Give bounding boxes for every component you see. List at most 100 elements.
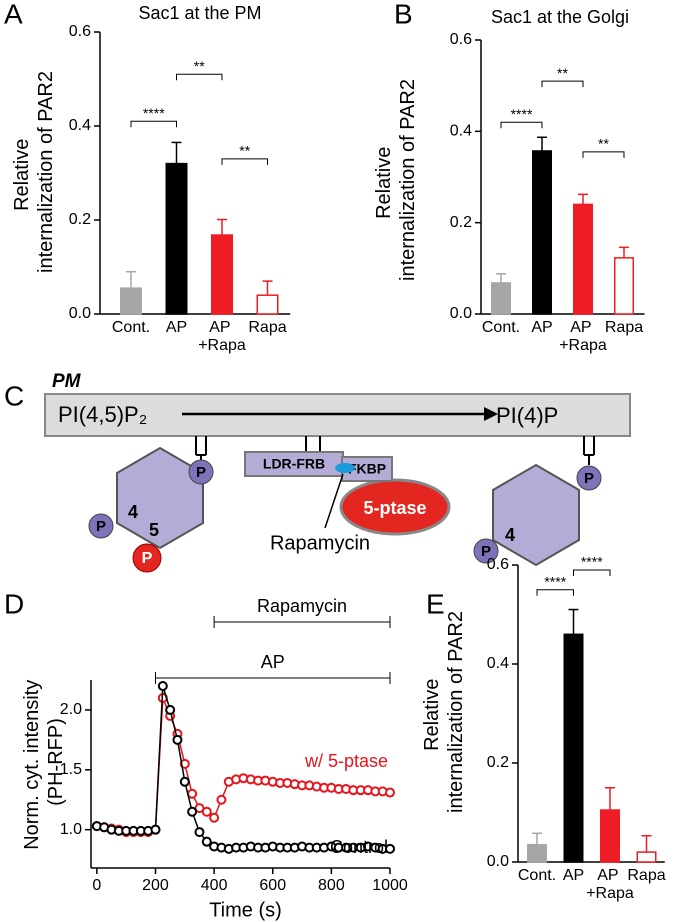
bar [165,162,188,315]
fkbp-label: FKBP [348,461,386,477]
x-tick-label: 1000 [372,877,408,894]
series-label: w/ 5-ptase [304,751,388,771]
x-tick-label: Cont. [518,867,556,884]
phosphate [576,465,602,491]
bar [211,234,233,315]
x-tick-label: 600 [259,877,286,894]
y-tick-label: 1.5 [60,761,82,778]
chart-title: Sac1 at the PM [138,3,261,23]
panel-label: A [4,0,23,29]
drug-label: Rapamycin [270,532,370,554]
significance-label: **** [581,554,603,570]
data-point [187,806,198,817]
x-tick-label: AP [563,867,584,884]
significance-bracket [221,158,268,165]
bar [256,294,279,315]
significance-label: **** [511,106,533,122]
bar [120,287,142,315]
lipid-tail [583,436,595,465]
x-tick-label: AP +Rapa [586,867,634,902]
diagram: PM PI(4,5)P₂ PI(4)P P P P 4 5 LDR-FRB FK… [44,371,631,573]
y-tick-label: 0.0 [450,305,472,322]
data-point [209,812,220,823]
bar [563,633,584,863]
x-tick-label: 200 [142,877,169,894]
y-tick-label: 0.2 [450,214,472,231]
significance-bracket [536,589,574,596]
phosphate-label: P [584,470,594,487]
y-axis-label: Norm. cyt. intensity (PH-RFP) [21,674,67,850]
panel-label: B [394,0,413,29]
x-tick-label: Rapa [248,319,286,336]
data-point [179,776,190,787]
phosphate [132,543,162,573]
x-tick-label: Cont. [112,319,150,336]
y-tick-label: 0.4 [487,655,509,672]
data-point [216,794,227,805]
data-point [179,758,190,769]
bar [527,843,547,863]
panel-label: C [4,380,24,411]
phosphate-label: P [196,464,206,481]
x-tick-label: Rapa [627,867,665,884]
arrow-head [484,407,498,421]
enzyme-label: 5-ptase [363,498,426,518]
panel-label: E [426,588,445,619]
x-tick-label: Rapa [605,319,643,336]
y-tick-label: 1.0 [60,821,82,838]
ldr-frb-label: LDR-FRB [263,456,325,472]
bar [600,809,620,863]
position-label: 4 [505,525,515,545]
membrane-label: PM [52,371,82,392]
annotation-bracket [213,616,391,628]
phosphate [188,459,214,485]
x-axis-label: Time (s) [209,899,282,921]
annotation-label: Rapamycin [257,596,347,616]
panel-label: D [4,588,24,619]
significance-label: ** [239,143,250,159]
y-tick-label: 0.4 [69,117,91,134]
bar [636,851,657,863]
y-axis-label: Relative internalization of PAR2 [421,611,467,813]
enzyme [339,478,451,536]
significance-label: ** [194,58,205,74]
data-point [157,680,168,691]
data-point [150,824,161,835]
rapamycin [335,463,355,473]
x-tick-label: AP [166,319,187,336]
x-tick-label: AP [531,319,552,336]
substrate-label: PI(4,5)P₂ [58,402,147,427]
inositol-ring [492,463,580,567]
data-point [201,806,212,817]
x-tick-label: Cont. [482,319,520,336]
x-tick-label: 400 [201,877,228,894]
data-point [187,788,198,799]
phosphate-label: P [481,543,491,560]
y-tick-label: 0.6 [450,31,472,48]
x-tick-label: AP +Rapa [198,319,246,354]
bar [573,203,593,315]
significance-label: ** [598,136,609,152]
annotation-label: AP [261,652,285,672]
position-label: 4 [128,502,138,522]
y-tick-label: 0.0 [69,305,91,322]
x-tick-label: 800 [318,877,345,894]
significance-label: **** [544,573,566,589]
significance-label: ** [557,65,568,81]
y-axis-label: Relative internalization of PAR2 [11,71,57,273]
significance-label: **** [143,105,165,121]
data-point [194,827,205,838]
series-label: Control [330,837,388,857]
significance-bracket [582,151,625,158]
data-point [201,836,212,847]
position-label: 5 [149,520,159,540]
significance-bracket [130,120,177,128]
x-tick-label: 0 [92,877,101,894]
y-axis-label: Relative internalization of PAR2 [373,79,419,281]
anchor-helix [305,436,321,452]
y-tick-label: 0.6 [487,556,509,573]
y-tick-label: 0.4 [450,123,472,140]
y-tick-label: 0.6 [69,23,91,40]
y-tick-label: 0.0 [487,853,509,870]
